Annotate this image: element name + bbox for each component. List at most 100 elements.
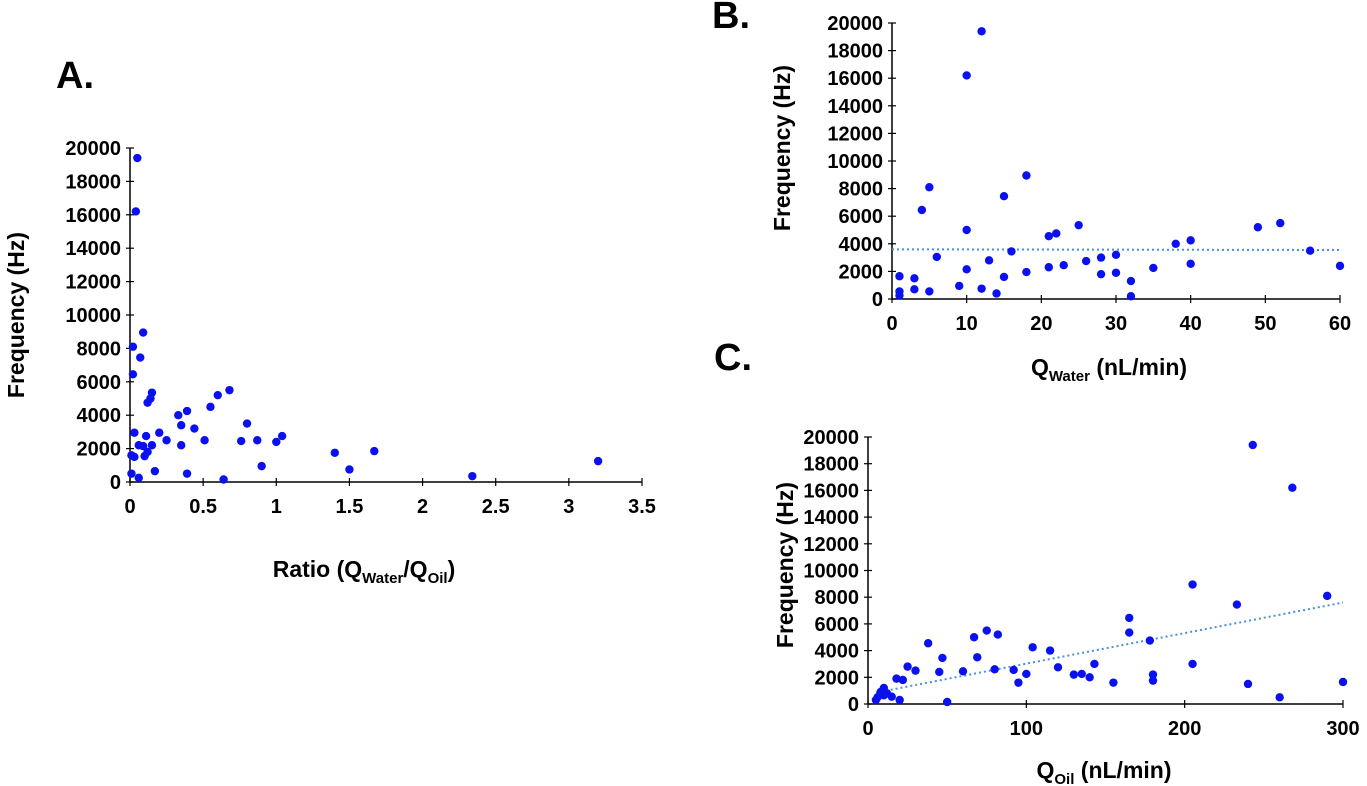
panel-c-y-tick-label: 10000 — [803, 561, 859, 583]
panel-a-y-tick-label: 20000 — [65, 138, 121, 160]
panel-c-data-point — [1028, 643, 1037, 652]
panel-b-xlabel: QWater (nL/min) — [1031, 354, 1187, 385]
panel-b-y-tick-label: 4000 — [839, 234, 884, 256]
panel-c-data-point — [958, 667, 968, 676]
panel-b-x-tick-label: 40 — [1180, 313, 1202, 335]
panel-a-data-point — [162, 436, 171, 445]
panel-b-data-point — [1111, 250, 1121, 260]
panel-a-x-tick-label: 0 — [124, 496, 135, 518]
panel-a-data-point — [177, 421, 186, 430]
panel-b-data-point — [925, 287, 934, 296]
panel-a-data-point — [213, 390, 222, 400]
panel-a-data-point — [133, 153, 142, 163]
panel-c-data-point — [1069, 670, 1079, 679]
panel-a-x-tick-label: 2 — [417, 496, 428, 518]
panel-a-x-tick-label: 1.5 — [336, 496, 364, 518]
panel-b-data-point — [1149, 263, 1158, 273]
panel-c-data-point — [942, 697, 952, 707]
panel-a-y-tick-label: 8000 — [77, 338, 122, 360]
panel-c-data-point — [1288, 483, 1297, 492]
panel-b-data-point — [977, 284, 986, 293]
panel-c-data-point — [1109, 678, 1118, 687]
panel-b-data-point — [895, 272, 904, 281]
panel-a-data-point — [190, 424, 199, 433]
panel-b-x-tick-label: 0 — [886, 313, 897, 335]
panel-a-x-tick-label: 0.5 — [189, 496, 217, 518]
panel-a-data-point — [468, 471, 477, 481]
panel-a-data-point — [174, 411, 183, 420]
panel-a-data-point — [140, 451, 149, 461]
panel-b-y-tick-label: 8000 — [839, 179, 884, 201]
panel-c-data-point — [1188, 659, 1197, 669]
panel-a-y-tick-label: 2000 — [77, 439, 122, 461]
panel-c-label: C. — [714, 337, 752, 379]
panel-b-data-point — [962, 225, 971, 235]
panel-c-data-point — [1322, 591, 1332, 601]
panel-b-data-point — [955, 281, 964, 291]
panel-c-data-point — [895, 695, 904, 705]
panel-c-data-point — [1085, 673, 1094, 682]
panel-b-data-point — [992, 289, 1001, 298]
panel-b-data-point — [1081, 256, 1091, 266]
panel-c-data-point — [1188, 580, 1197, 589]
panel-a-data-point — [277, 431, 287, 441]
panel-c-data-point — [1045, 646, 1055, 655]
panel-c-data-point — [923, 639, 933, 648]
panel-c-y-tick-label: 12000 — [803, 534, 859, 556]
panel-b-trendline — [891, 248, 1341, 252]
panel-a-data-point — [206, 402, 215, 412]
panel-b-data-point — [910, 285, 919, 294]
panel-b-label: B. — [712, 0, 750, 37]
panel-b-y-tick-label: 10000 — [827, 151, 883, 173]
panel-b-data-point — [1335, 261, 1345, 271]
panel-b-data-point — [1044, 232, 1054, 241]
panel-b-data-point — [977, 27, 986, 36]
panel-a-data-point — [134, 473, 143, 483]
panel-c-trendline — [875, 601, 1344, 694]
panel-c-data-point — [1090, 659, 1099, 669]
panel-a-data-point — [128, 370, 138, 379]
panel-c-data-point — [1014, 678, 1023, 687]
panel-a-data-point — [182, 406, 192, 416]
panel-b-data-point — [1052, 229, 1061, 238]
panel-c-chart: 0200040006000800010000120001400016000180… — [803, 427, 1359, 740]
panel-c-data-point — [1148, 670, 1158, 679]
panel-b-data-point — [1186, 259, 1195, 269]
panel-b-data-point — [984, 256, 994, 265]
panel-b-x-tick-label: 30 — [1105, 313, 1127, 335]
panel-a-data-point — [155, 428, 164, 437]
panel-c-data-point — [973, 653, 982, 662]
panel-b-data-point — [1111, 268, 1121, 277]
panel-a-data-point — [138, 441, 148, 451]
panel-c-y-tick-label: 16000 — [803, 480, 859, 502]
panel-b-x-tick-label: 20 — [1030, 313, 1052, 335]
panel-b-y-tick-label: 6000 — [839, 206, 884, 228]
panel-c-data-point — [871, 695, 881, 705]
panel-b-data-point — [1007, 247, 1016, 256]
panel-b-data-point — [1059, 260, 1068, 270]
panel-c-data-point — [1077, 669, 1086, 679]
panel-c-data-point — [887, 692, 896, 701]
panel-b-data-point — [1186, 236, 1195, 245]
panel-c-y-tick-label: 0 — [848, 694, 859, 716]
panel-c-data-point — [898, 675, 908, 685]
panel-a-data-point — [253, 436, 262, 445]
panel-b-y-tick-label: 12000 — [827, 123, 883, 145]
panel-a-data-point — [593, 456, 603, 466]
panel-c-data-point — [1243, 679, 1253, 689]
panel-b-x-tick-label: 50 — [1254, 313, 1276, 335]
panel-c-data-point — [1275, 693, 1284, 702]
panel-a-data-point — [150, 466, 160, 476]
panel-a-ylabel: Frequency (Hz) — [3, 232, 29, 398]
panel-a-y-tick-label: 18000 — [65, 171, 121, 193]
panel-c-data-point — [935, 667, 944, 677]
panel-c-xlabel: QOil (nL/min) — [1037, 757, 1172, 786]
panel-a-x-tick-label: 3 — [563, 496, 574, 518]
panel-b-ylabel: Frequency (Hz) — [769, 65, 795, 231]
panel-c-x-tick-label: 200 — [1168, 718, 1201, 740]
panel-c-ylabel: Frequency (Hz) — [772, 482, 798, 648]
panel-c-data-point — [911, 666, 920, 675]
panel-c-y-tick-label: 2000 — [815, 667, 860, 689]
panel-b-data-point — [1126, 276, 1136, 286]
